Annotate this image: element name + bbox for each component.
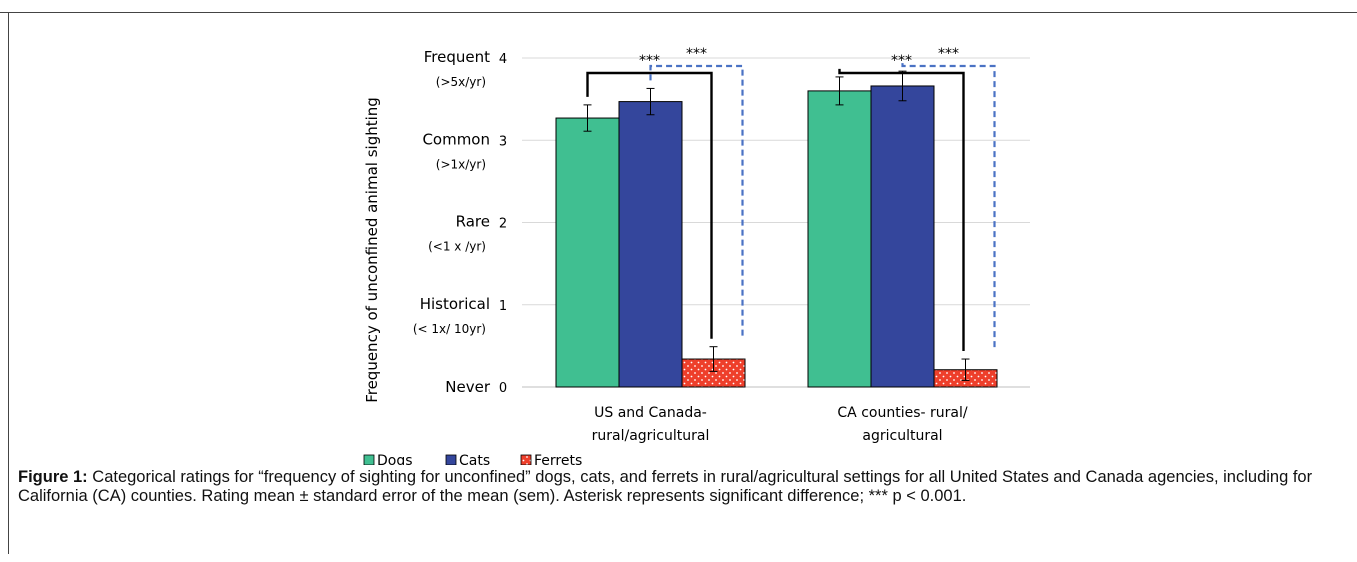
bar-cats (618, 101, 683, 388)
significance-bracket (649, 64, 744, 339)
legend-swatch (363, 454, 375, 465)
y-level-label: Rare (456, 213, 490, 231)
legend-label: Dogs (377, 453, 413, 465)
x-category-label: US and Canada- (594, 405, 707, 421)
figure-caption: Figure 1: Categorical ratings for “frequ… (18, 468, 1338, 506)
y-tick-label: 0 (499, 381, 507, 396)
x-category-label: rural/agricultural (592, 428, 710, 444)
bar-chart: *** *** *** *** 0 1 2 3 4 Never Historical (< 1x/ … (363, 46, 1030, 465)
significance-label: *** (938, 46, 959, 62)
bar-dogs (555, 117, 620, 388)
y-tick-label: 4 (499, 52, 507, 67)
x-category-label: agricultural (862, 428, 942, 444)
bar-cats (870, 85, 935, 388)
significance-label: *** (639, 53, 660, 69)
y-tick-label: 1 (499, 299, 507, 314)
y-level-label: Frequent (424, 48, 490, 66)
y-level-label: Never (445, 378, 491, 396)
legend-swatch (445, 454, 457, 465)
y-level-label: Historical (420, 295, 490, 313)
legend-label: Cats (459, 453, 490, 465)
significance-bracket (586, 71, 713, 339)
y-level-sublabel: (< 1x/ 10yr) (413, 322, 486, 336)
y-tick-label: 2 (499, 217, 507, 232)
figure-frame-left (8, 12, 9, 554)
significance-bracket (901, 63, 996, 352)
legend-swatch (520, 454, 532, 465)
significance-label: *** (891, 53, 912, 69)
x-category-label: CA counties- rural/ (837, 405, 967, 421)
y-axis-title: Frequency of unconfined animal sighting (363, 97, 381, 403)
y-level-sublabel: (>5x/yr) (436, 75, 486, 89)
figure-frame-top (0, 12, 1357, 13)
y-level-sublabel: (>1x/yr) (436, 157, 486, 171)
y-level-label: Common (422, 130, 490, 148)
caption-text: Categorical ratings for “frequency of si… (18, 468, 1313, 505)
significance-bracket (838, 68, 965, 352)
caption-label: Figure 1: (18, 468, 88, 486)
y-level-sublabel: (<1 x /yr) (428, 240, 486, 254)
significance-label: *** (686, 46, 707, 62)
legend-label: Ferrets (534, 453, 582, 465)
bar-dogs (807, 90, 872, 388)
y-tick-label: 3 (499, 134, 507, 149)
